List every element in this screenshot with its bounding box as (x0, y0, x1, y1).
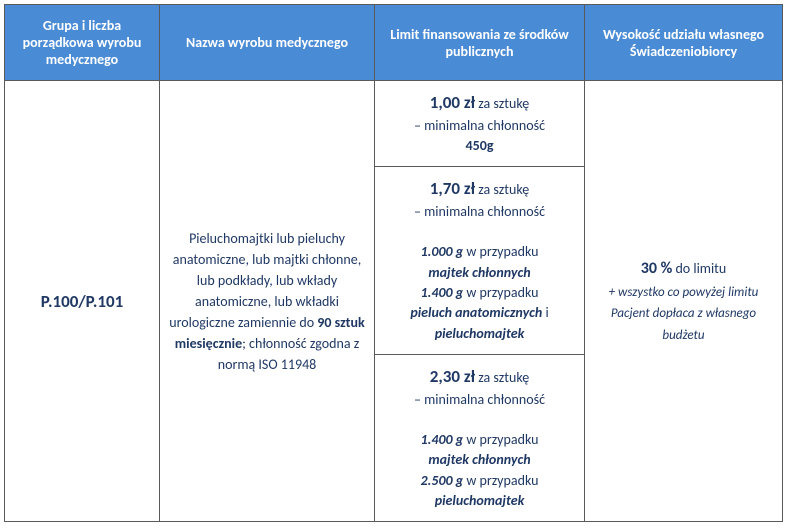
header-limit: Limit finansowania ze środków publicznyc… (375, 5, 585, 81)
own-note: + wszystko co powyżej limitu Pacjent dop… (609, 285, 759, 343)
sub-3: – minimalna chłonność (414, 391, 545, 408)
tail-2b: i (542, 304, 548, 321)
header-own: Wysokość udziału własnego Świadczeniobio… (585, 5, 783, 81)
price-2: 1,70 zł (430, 178, 475, 199)
prod-3a: majtek chłonnych (428, 451, 530, 468)
sub-1: – minimalna chłonność (414, 117, 545, 134)
product-description: Pieluchomajtki lub pieluchy anatomiczne,… (160, 81, 375, 522)
limit-tier-3: 2,30 zł za sztukę – minimalna chłonność … (375, 354, 585, 521)
prod2-2b: pieluchomajtek (435, 325, 525, 342)
unit-1: za sztukę (475, 95, 529, 112)
txt-3a: w przypadku (463, 431, 538, 448)
txt-2a: w przypadku (463, 243, 538, 260)
reimbursement-table: Grupa i liczba porządkowa wyrobu medyczn… (4, 4, 783, 522)
prod-3b: pieluchomajtek (435, 492, 525, 509)
own-text: do limitu (672, 260, 726, 277)
table-row: P.100/P.101 Pieluchomajtki lub pieluchy … (5, 81, 783, 167)
limit-tier-2: 1,70 zł za sztukę – minimalna chłonność … (375, 167, 585, 355)
val-2b: 1.400 g (421, 284, 464, 301)
val-3b: 2.500 g (421, 472, 464, 489)
val-1: 450g (466, 137, 494, 154)
prod-2b: pieluch anatomicznych (410, 304, 542, 321)
val-3a: 1.400 g (421, 431, 464, 448)
product-code: P.100/P.101 (5, 81, 160, 522)
header-group: Grupa i liczba porządkowa wyrobu medyczn… (5, 5, 160, 81)
txt-2b: w przypadku (463, 284, 538, 301)
sub-2: – minimalna chłonność (414, 203, 545, 220)
val-2a: 1.000 g (421, 243, 464, 260)
price-3: 2,30 zł (430, 366, 475, 387)
prod-2a: majtek chłonnych (428, 264, 530, 281)
own-contribution: 30 % do limitu + wszystko co powyżej lim… (585, 81, 783, 522)
price-1: 1,00 zł (430, 92, 475, 113)
header-name: Nazwa wyrobu medycznego (160, 5, 375, 81)
limit-tier-1: 1,00 zł za sztukę – minimalna chłonność … (375, 81, 585, 167)
unit-2: za sztukę (475, 181, 529, 198)
unit-3: za sztukę (475, 369, 529, 386)
txt-3b: w przypadku (463, 472, 538, 489)
own-percent: 30 % (641, 259, 673, 278)
